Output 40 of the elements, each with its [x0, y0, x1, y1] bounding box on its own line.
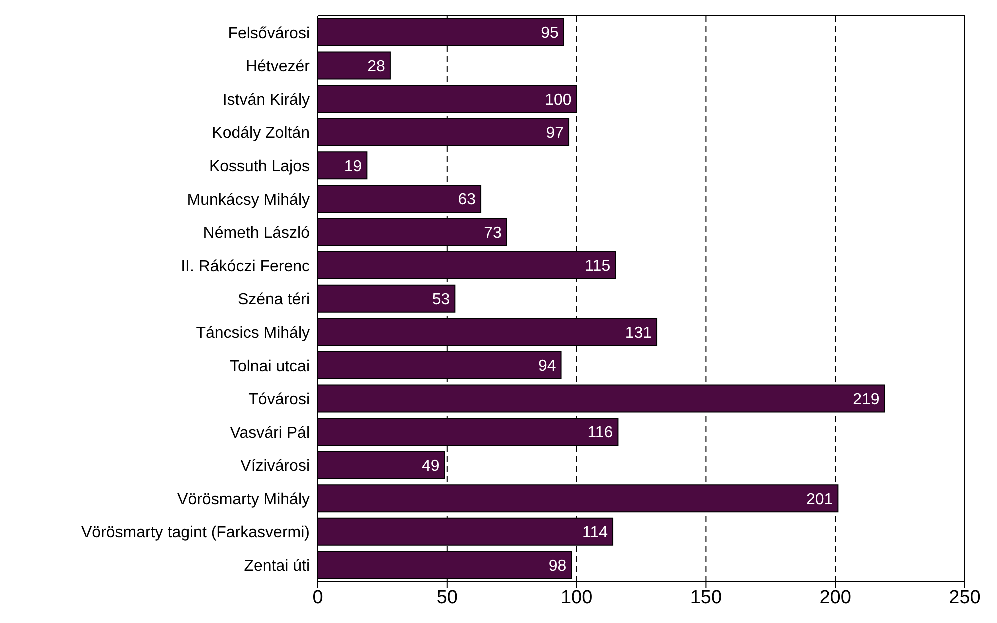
y-tick-label: Németh László — [203, 225, 310, 242]
y-tick-label: Kossuth Lajos — [209, 158, 310, 176]
data-label: 98 — [548, 558, 567, 575]
data-label: 100 — [545, 92, 572, 109]
data-label: 95 — [541, 25, 559, 42]
data-label: 94 — [538, 358, 556, 376]
y-tick-label: Táncsics Mihály — [196, 324, 310, 342]
data-label: 53 — [432, 292, 450, 309]
x-tick-label: 0 — [312, 587, 324, 608]
data-label: 131 — [625, 324, 652, 342]
y-tick-label: Tóvárosi — [248, 392, 310, 409]
data-label: 28 — [368, 58, 386, 76]
y-tick-label: Zentai úti — [244, 558, 310, 576]
x-tick-label: 200 — [820, 587, 852, 608]
y-tick-label: Vasvári Pál — [230, 424, 310, 442]
y-tick-label: Tolnai utcai — [230, 358, 310, 376]
data-label: 49 — [422, 458, 440, 476]
data-label: 19 — [344, 158, 362, 176]
y-tick-label: Vörösmarty Mihály — [178, 491, 310, 508]
x-tick-label: 150 — [690, 587, 722, 608]
y-tick-label: Vízivárosi — [240, 458, 310, 476]
y-tick-label: Kodály Zoltán — [212, 125, 310, 142]
y-tick-label: Hétvezér — [246, 58, 311, 76]
x-tick-label: 100 — [560, 587, 593, 608]
data-label: 114 — [582, 524, 608, 542]
data-label: 116 — [588, 424, 614, 442]
data-label: 97 — [546, 125, 564, 142]
y-tick-label: II. Rákóczi Ferenc — [181, 258, 310, 276]
x-tick-label: 250 — [949, 587, 981, 608]
y-tick-label: Széna téri — [238, 292, 310, 309]
y-tick-label: Felsővárosi — [228, 25, 310, 42]
data-label: 219 — [853, 391, 880, 408]
x-tick-label: 50 — [436, 587, 458, 608]
y-tick-label: István Király — [222, 92, 310, 109]
y-tick-label: Munkácsy Mihály — [187, 192, 310, 209]
data-label: 73 — [484, 224, 502, 242]
data-label: 115 — [585, 258, 611, 276]
y-tick-label: Vörösmarty tagint (Farkasvermi) — [82, 524, 310, 542]
data-label: 63 — [458, 192, 476, 209]
data-label: 201 — [806, 491, 834, 508]
